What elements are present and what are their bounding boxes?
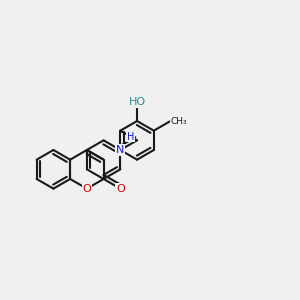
Text: N: N — [116, 145, 124, 155]
Text: CH₃: CH₃ — [170, 116, 187, 125]
Text: O: O — [116, 184, 125, 194]
Text: HO: HO — [128, 97, 146, 107]
Text: O: O — [82, 184, 91, 194]
Text: H: H — [127, 132, 134, 142]
